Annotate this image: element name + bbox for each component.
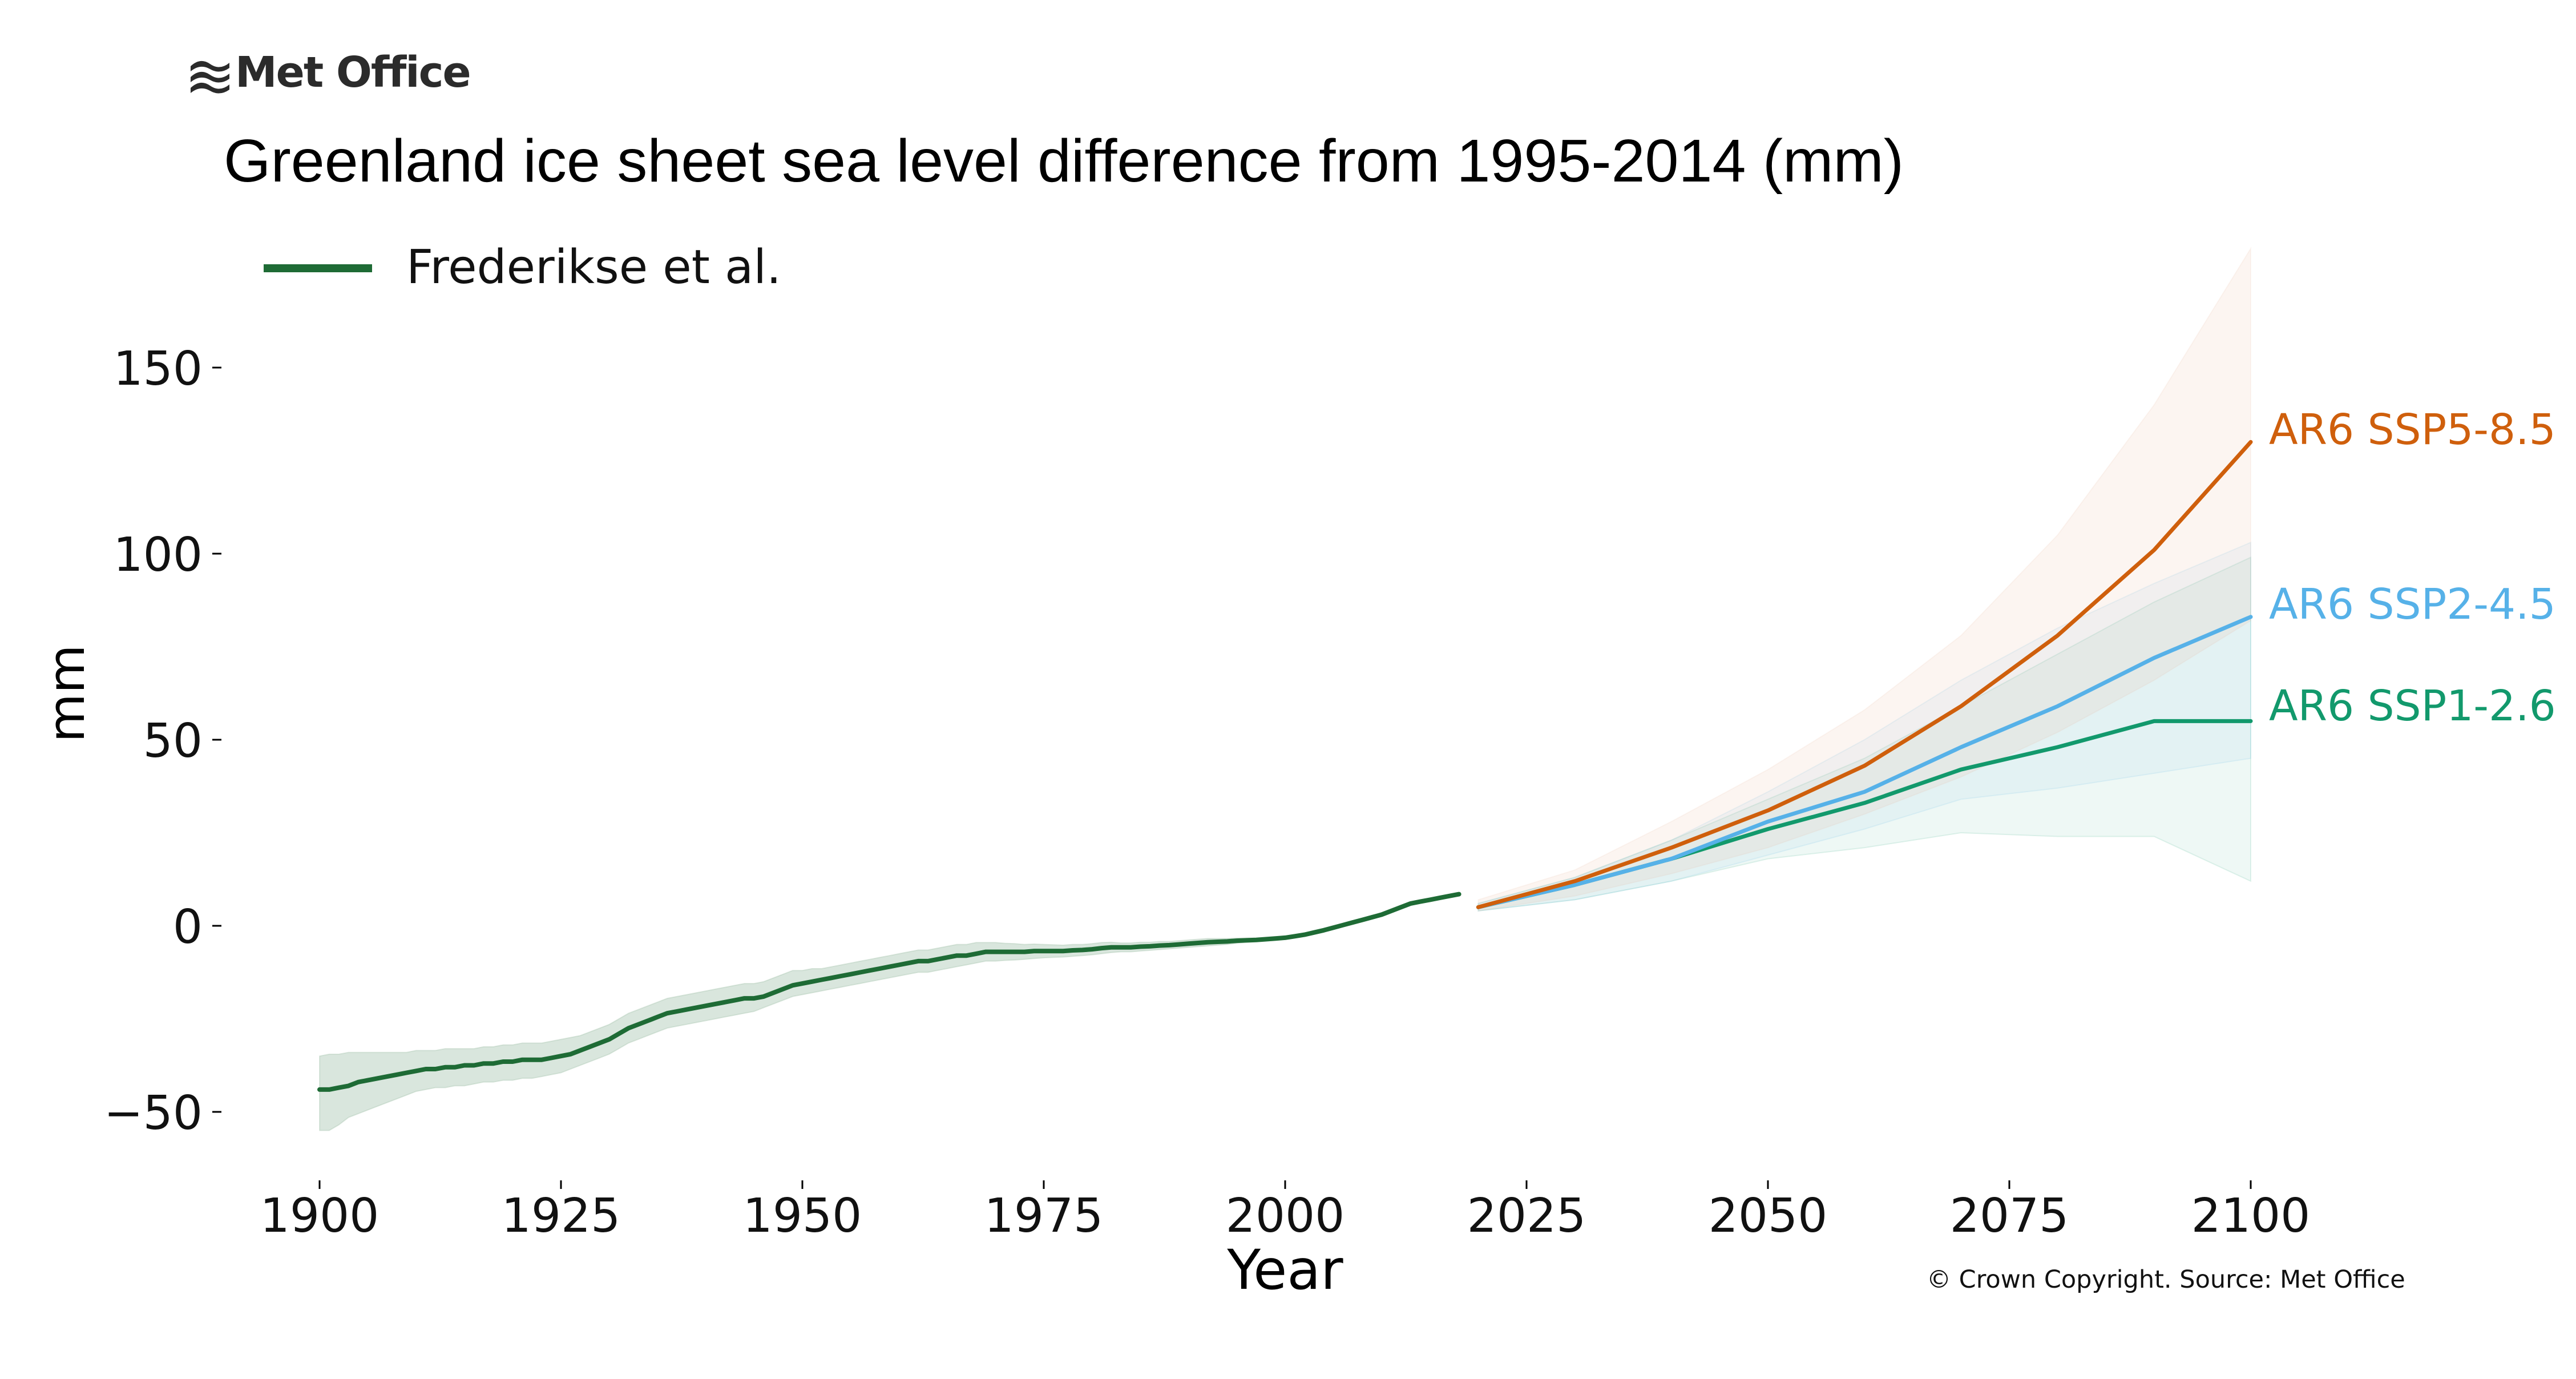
y-tick: −50 (104, 1086, 221, 1140)
band-ar6-ssp5-8-5 (1477, 246, 2251, 912)
y-tick: 100 (113, 528, 221, 582)
x-tick: 2025 (1467, 1180, 1586, 1243)
y-tick-label: −50 (104, 1086, 203, 1140)
x-tick: 2100 (2191, 1180, 2311, 1243)
x-tick: 1900 (260, 1180, 379, 1243)
met-office-logo: Met Office (191, 48, 471, 97)
y-tick: 50 (143, 714, 221, 768)
x-tick-label: 2100 (2191, 1189, 2311, 1243)
x-tick: 1975 (984, 1180, 1104, 1243)
end-label-ssp585: AR6 SSP5-8.5 (2269, 405, 2556, 454)
end-label-ssp245: AR6 SSP2-4.5 (2269, 580, 2556, 629)
legend: Frederikse et al. (264, 240, 781, 295)
line-ar6-ssp5-8-5 (1476, 439, 2253, 909)
legend-label-frederikse: Frederikse et al. (406, 240, 781, 295)
x-axis-ticks: 1900 1925 1950 1975 2000 2025 2050 2075 (260, 1180, 2311, 1243)
brand-name: Met Office (235, 48, 470, 97)
x-tick-label: 2000 (1226, 1189, 1345, 1243)
band-frederikse-et-al (319, 892, 1460, 1131)
x-tick-label: 1950 (743, 1189, 862, 1243)
x-tick: 2075 (1950, 1180, 2069, 1243)
x-tick-label: 1975 (984, 1189, 1104, 1243)
x-tick: 2050 (1709, 1180, 1828, 1243)
met-office-wave-logo-icon (191, 61, 229, 94)
y-tick-label: 0 (173, 900, 203, 954)
x-tick-label: 1925 (502, 1189, 621, 1243)
y-tick-label: 150 (113, 342, 203, 396)
y-tick: 0 (173, 900, 221, 954)
x-axis-label: Year (1226, 1238, 1343, 1302)
x-tick-label: 2025 (1467, 1189, 1586, 1243)
x-tick-label: 1900 (260, 1189, 379, 1243)
x-tick-label: 2075 (1950, 1189, 2069, 1243)
band-ar6-ssp1-2-6 (1477, 556, 2251, 912)
y-axis-label: mm (37, 644, 96, 742)
y-tick: 150 (113, 342, 221, 396)
end-label-ssp126: AR6 SSP1-2.6 (2269, 682, 2556, 731)
series-lines (317, 439, 2253, 1092)
y-axis-ticks: −50 0 50 100 150 (104, 342, 221, 1140)
copyright-note: © Crown Copyright. Source: Met Office (1927, 1265, 2405, 1294)
uncertainty-bands (319, 246, 2251, 1131)
x-tick: 1950 (743, 1180, 862, 1243)
x-tick-label: 2050 (1709, 1189, 1828, 1243)
x-tick: 1925 (502, 1180, 621, 1243)
line-ar6-ssp2-4-5 (1476, 615, 2253, 909)
line-frederikse-et-al (317, 892, 1461, 1092)
x-tick: 2000 (1226, 1180, 1345, 1243)
chart-title: Greenland ice sheet sea level difference… (224, 127, 1904, 195)
y-tick-label: 50 (143, 714, 203, 768)
y-tick-label: 100 (113, 528, 203, 582)
